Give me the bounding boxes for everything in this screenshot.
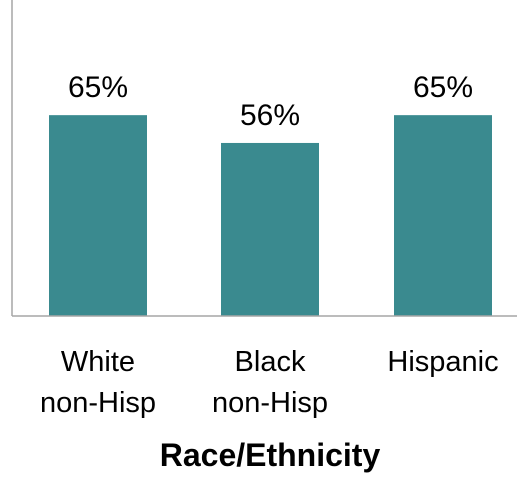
bar-3 (394, 115, 492, 317)
x-axis-title: Race/Ethnicity (160, 437, 381, 473)
bars-group (49, 115, 492, 317)
x-tick-label-3-line-1: Hispanic (387, 346, 498, 378)
bar-2 (221, 142, 319, 316)
x-tick-label-2-line-2: non-Hisp (212, 387, 328, 419)
data-label-2: 56% (240, 99, 300, 132)
bar-1 (49, 115, 147, 317)
x-tick-label-1-line-1: White (61, 346, 135, 378)
data-label-3: 65% (413, 71, 473, 104)
x-tick-labels-group: White non-Hisp Black non-Hisp Hispanic (40, 346, 499, 419)
data-label-1: 65% (68, 71, 128, 104)
x-tick-label-2-line-1: Black (235, 346, 306, 378)
data-labels-group: 65% 56% 65% (68, 71, 473, 132)
x-tick-label-1-line-2: non-Hisp (40, 387, 156, 419)
